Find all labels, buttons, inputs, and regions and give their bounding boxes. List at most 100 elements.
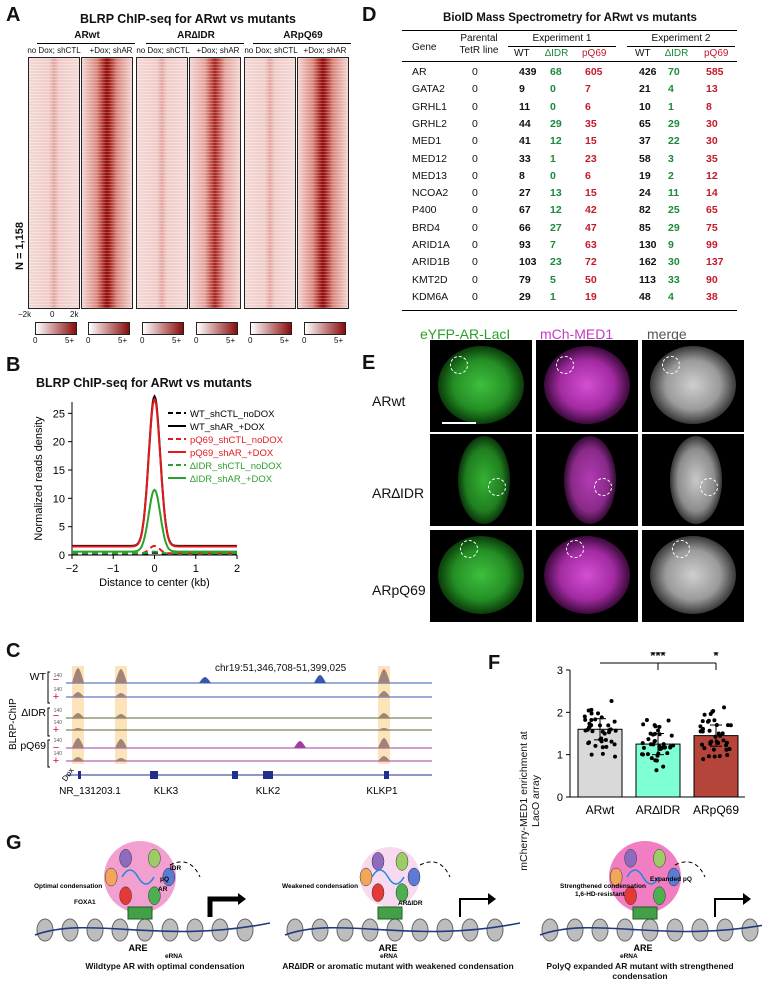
color-scale [142,322,184,335]
row-label-arwt: ARwt [372,393,406,409]
y-tick-label: 20 [53,437,65,449]
protein [148,849,161,868]
data-point [596,711,601,716]
series-line [72,544,237,555]
count-cell: 0 [472,221,478,234]
count-cell: 19 [639,169,651,182]
group-arpq69: ARpQ69 [283,30,323,41]
nucleosome [186,918,204,942]
are-label: ARE [128,943,147,953]
diagram-label: FOXA1 [74,899,96,906]
data-point [705,719,710,724]
data-point [583,728,588,733]
data-point [700,726,705,731]
count-cell: 10 [639,100,651,113]
bracket [47,671,50,704]
series-line [72,551,237,556]
count-cell: 0 [472,152,478,165]
diagram-label: Optimal condensation [34,883,102,890]
peak [378,728,390,730]
count-cell: 0 [472,100,478,113]
data-point [727,746,732,751]
track-scale: 140 [54,687,63,693]
gene-name: ARID1A [412,239,450,251]
data-point [671,743,676,748]
data-point [728,723,733,728]
count-cell: 27 [519,187,531,200]
data-point [661,742,666,747]
gene-name: KDM6A [412,290,449,303]
protein [104,867,118,887]
genome-browser: 140140140140140140WT∆IDRpQ69−+−+−+BLRP-C… [8,666,432,797]
data-point [716,731,721,736]
data-point [665,751,670,756]
y-tick-label: 0 [557,792,563,804]
data-point [654,758,659,763]
table-row: MED1 0 41 12 15 37 22 30 [402,135,737,151]
count-cell: 12 [706,169,718,182]
count-cell: 58 [639,152,651,165]
data-point [582,714,587,719]
micrograph-tile [536,340,638,432]
x-tick-label: −1 [107,563,120,575]
table-row: KMT2D 0 79 5 50 113 33 90 [402,274,737,290]
protein [609,867,623,887]
peak [115,693,127,697]
data-point [658,746,663,751]
count-cell: 65 [706,204,718,217]
gene-label: KLK2 [256,786,281,797]
count-cell: 0 [472,135,478,148]
count-cell: 426 [639,66,657,78]
row-label-ardidr: AR∆IDR [372,485,425,501]
protein [162,867,176,887]
panel-label-a: A [6,4,21,26]
count-cell: 103 [519,256,537,269]
color-scale [250,322,292,335]
count-cell: 33 [668,273,680,286]
count-cell: 29 [519,290,531,303]
n-label: N = 1,158 [14,221,26,270]
browser-ylabel: BLRP-ChIP [8,698,19,750]
protein [371,883,385,902]
panel-label-b: B [6,354,21,376]
data-point [721,738,726,743]
nucleosome [311,918,329,942]
count-cell: 33 [519,152,531,165]
are-label: ARE [633,943,652,953]
data-point [711,709,716,714]
data-point [720,731,725,736]
panel-label-f: F [488,652,501,674]
count-cell: 13 [550,187,562,200]
nucleosome [61,918,79,942]
table-row: GRHL1 0 11 0 6 10 1 8 [402,101,737,117]
count-cell: 15 [585,187,597,200]
data-point [613,728,618,733]
x-tick-label: ARwt [586,803,615,817]
data-point [661,764,666,769]
nucleosome [336,918,354,942]
y-tick-label: 25 [53,408,65,420]
transcription-arrow [459,898,488,917]
gene-name: GATA2 [412,83,445,96]
micrograph-tile [642,530,744,622]
idr-tail [626,869,660,885]
count-cell: 9 [668,239,674,251]
count-cell: 12 [550,135,562,148]
data-point [589,723,594,728]
nucleosome [436,918,454,942]
table-row: MED13 0 8 0 6 19 2 12 [402,170,737,186]
dna-strand [284,922,521,936]
count-cell: 22 [668,135,680,148]
peak [72,738,84,748]
data-point [700,742,705,747]
count-cell: 585 [706,66,724,78]
data-point [711,747,716,752]
ar-dimer [632,906,658,920]
data-point [717,754,722,759]
y-axis-label: Normalized reads density [33,416,45,541]
idr-tail [121,869,155,885]
protein [624,849,637,868]
legend-label: ∆IDR_shAR_+DOX [190,474,273,485]
count-cell: 0 [472,169,478,182]
